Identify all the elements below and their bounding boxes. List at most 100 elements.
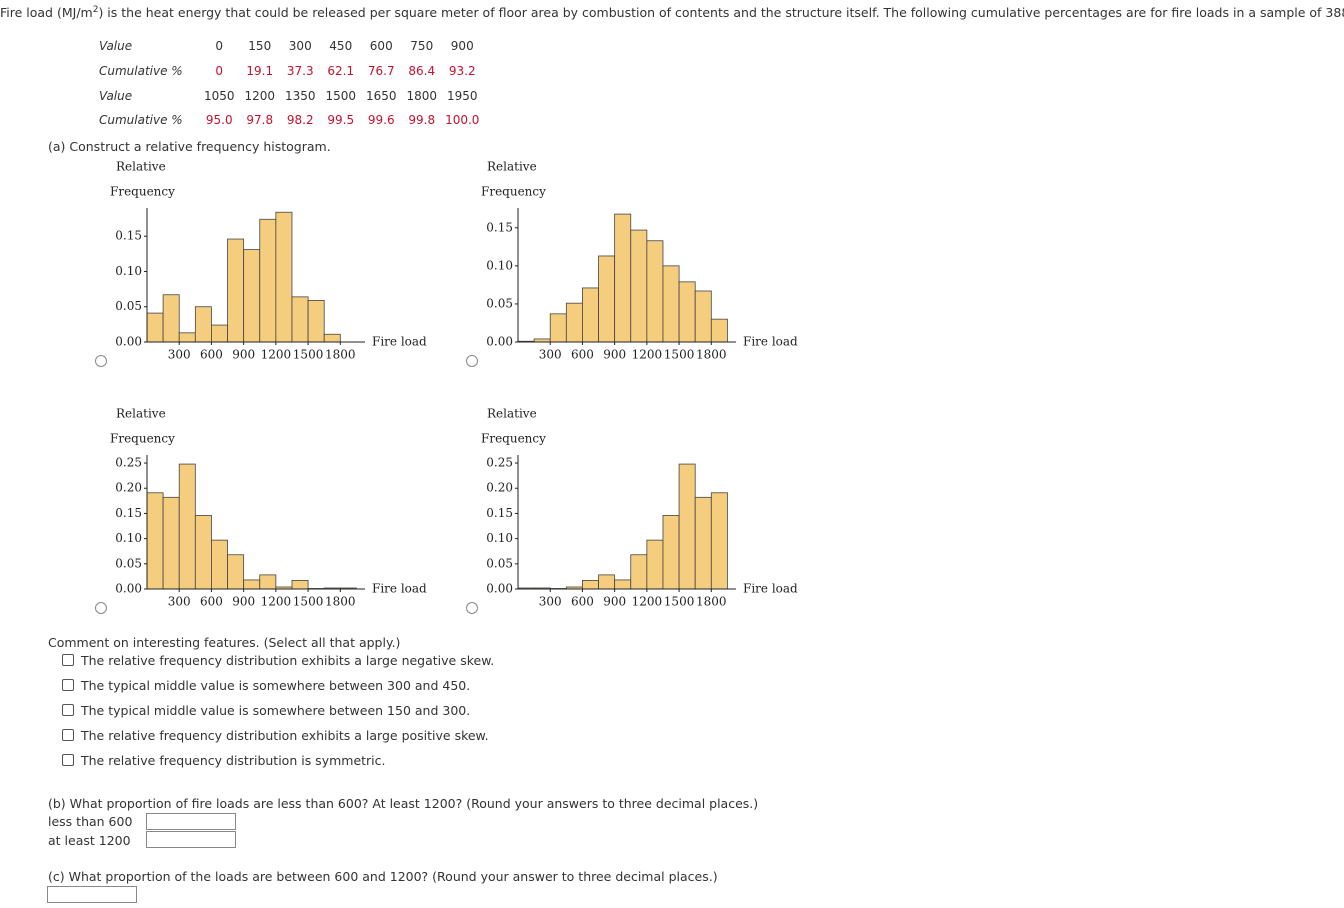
bar [678, 281, 696, 343]
bar [323, 333, 341, 343]
x-axis-label: Fire load [372, 582, 427, 596]
y-axis-label: Relative [116, 160, 166, 174]
bar [178, 332, 196, 343]
comment-prompt: Comment on interesting features. (Select… [48, 635, 401, 650]
checkbox-option: The relative frequency distribution exhi… [62, 728, 489, 743]
x-tick-label: 1800 [696, 348, 727, 362]
radio-button[interactable] [95, 602, 107, 614]
x-tick-label: 600 [571, 348, 594, 362]
table-cell: 1800 [406, 88, 438, 103]
checkbox[interactable] [62, 654, 74, 666]
table-cell: 0 [215, 64, 224, 79]
checkbox[interactable] [62, 679, 74, 691]
table-cell: 100.0 [445, 113, 480, 128]
bar [227, 554, 245, 590]
y-tick-label: 0.15 [486, 506, 513, 520]
table-cell: 750 [410, 39, 434, 54]
bar [614, 579, 632, 590]
bar [630, 554, 648, 590]
checkbox[interactable] [62, 704, 74, 716]
bar [211, 539, 228, 590]
table-cell: 900 [450, 39, 474, 54]
x-tick-label: 1200 [632, 595, 663, 609]
y-axis-label: Frequency [481, 185, 546, 199]
row-label: Value [99, 88, 133, 103]
answer-input[interactable] [146, 831, 236, 848]
x-axis-label: Fire load [372, 335, 427, 349]
bar [243, 249, 261, 343]
y-tick-label: 0.00 [115, 335, 142, 349]
histogram: Relative Frequency 0.00 0.05 0.10 0.15 300 600 9… [110, 160, 427, 362]
x-tick-label: 900 [603, 595, 626, 609]
bar [710, 318, 728, 343]
intro-text: Fire load (MJ/m [0, 5, 93, 21]
y-tick-label: 0.00 [486, 335, 513, 349]
option-label: The typical middle value is somewhere be… [81, 678, 471, 693]
checkbox[interactable] [62, 754, 74, 766]
histogram: Relative Frequency 0.00 0.05 0.10 0.15 0.20 0.2… [110, 407, 427, 609]
table-cell: 98.2 [286, 113, 314, 128]
row-label: Value [99, 39, 133, 54]
answer-input[interactable] [47, 886, 137, 903]
bar [598, 255, 616, 343]
bar [662, 515, 680, 590]
table-row: Cumulative % 0 19.1 37.3 62.1 76.7 86.4 93.2 [92, 59, 483, 84]
x-tick-label: 1800 [696, 595, 727, 609]
option-label: The relative frequency distribution is s… [81, 753, 386, 768]
y-tick-label: 0.15 [115, 229, 142, 243]
bar [598, 574, 616, 590]
table-cell: 95.0 [205, 113, 233, 128]
table-cell: 1050 [203, 88, 235, 103]
option-label: The relative frequency distribution exhi… [81, 653, 495, 668]
x-tick-label: 300 [539, 595, 562, 609]
bar [307, 299, 325, 343]
bar [549, 313, 567, 343]
table-cell: 1650 [365, 88, 397, 103]
bar [194, 306, 212, 343]
cumulative-table: Value 0 150 300 450 600 750 900 Cumulative % 0 19.… [92, 34, 483, 133]
table-cell: 450 [329, 39, 353, 54]
part-a-prompt: (a) Construct a relative frequency histo… [48, 139, 331, 154]
bar [630, 229, 648, 343]
y-axis-label: Frequency [110, 432, 175, 446]
table-cell: 37.3 [286, 64, 314, 79]
bar [710, 492, 728, 590]
table-row: Cumulative % 95.0 97.8 98.2 99.5 99.6 99.8 100.… [92, 108, 483, 133]
table-cell: 97.8 [246, 113, 274, 128]
y-tick-label: 0.05 [115, 299, 142, 313]
bar [614, 213, 632, 343]
y-tick-label: 0.15 [115, 506, 142, 520]
table-cell: 1200 [244, 88, 276, 103]
checkbox[interactable] [62, 729, 74, 741]
bar [275, 211, 293, 343]
y-tick-label: 0.10 [115, 264, 142, 278]
part-b-prompt: (b) What proportion of fire loads are le… [48, 796, 759, 811]
bar [646, 240, 664, 343]
bar [211, 324, 228, 343]
table-cell: 1950 [446, 88, 478, 103]
y-tick-label: 0.05 [115, 556, 142, 570]
table-cell: 93.2 [448, 64, 476, 79]
bar [162, 496, 180, 590]
x-tick-label: 900 [232, 348, 255, 362]
table-cell: 600 [369, 39, 393, 54]
y-tick-label: 0.10 [486, 258, 513, 272]
table-cell: 19.1 [246, 64, 274, 79]
x-tick-label: 900 [603, 348, 626, 362]
y-tick-label: 0.15 [486, 220, 513, 234]
table-row: Value 1050 1200 1350 1500 1650 1800 1950 [92, 83, 483, 108]
table-cell: 150 [248, 39, 272, 54]
option-label: The relative frequency distribution exhi… [81, 728, 489, 743]
bar [662, 265, 680, 343]
x-axis-label: Fire load [743, 582, 798, 596]
y-tick-label: 0.10 [486, 531, 513, 545]
answer-input[interactable] [146, 813, 236, 830]
radio-button[interactable] [95, 355, 107, 367]
y-tick-label: 0.00 [486, 582, 513, 596]
radio-button[interactable] [466, 355, 478, 367]
y-axis-label: Relative [116, 407, 166, 421]
intro-text: ) is the heat energy that could be relea… [98, 5, 1344, 21]
x-tick-label: 300 [168, 348, 191, 362]
x-tick-label: 600 [200, 348, 223, 362]
radio-button[interactable] [466, 602, 478, 614]
